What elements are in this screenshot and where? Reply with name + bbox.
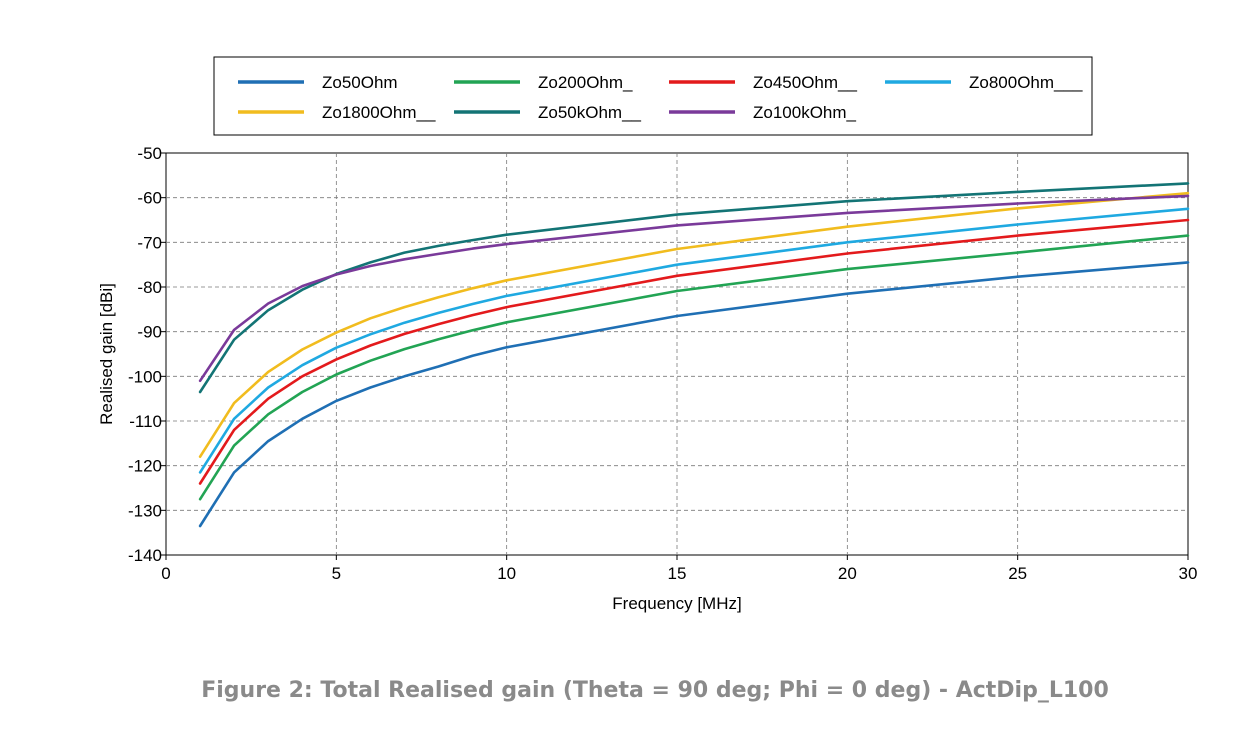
- grid: [166, 153, 1188, 555]
- x-tick-label: 25: [1008, 564, 1027, 583]
- legend-label: Zo100kOhm_: [753, 103, 857, 122]
- y-tick-label: -100: [128, 367, 162, 386]
- legend-label: Zo800Ohm___: [969, 73, 1083, 92]
- legend-label: Zo450Ohm__: [753, 73, 857, 92]
- y-tick-label: -80: [137, 278, 162, 297]
- legend: Zo50Ohm Zo200Ohm_ Zo450Ohm__ Zo800Ohm___ Zo1…: [213, 56, 1093, 136]
- x-tick-label: 5: [332, 564, 341, 583]
- series-line: [198, 261, 1190, 528]
- series-line: [198, 207, 1190, 474]
- y-tick-label: -130: [128, 501, 162, 520]
- figure-caption: Figure 2: Total Realised gain (Theta = 9…: [201, 678, 1109, 703]
- y-tick-label: -140: [128, 546, 162, 565]
- series-line: [198, 194, 1190, 383]
- series-line: [198, 191, 1190, 459]
- y-tick-label: -110: [129, 412, 162, 431]
- x-tick-label: 0: [161, 564, 170, 583]
- y-tick-label: -50: [137, 144, 162, 163]
- series-line: [198, 234, 1190, 501]
- y-tick-label: -90: [137, 323, 162, 342]
- y-tick-label: -70: [137, 233, 162, 252]
- gain-chart: Zo50Ohm Zo200Ohm_ Zo450Ohm__ Zo800Ohm___ Zo1…: [97, 56, 1197, 613]
- legend-label: Zo200Ohm_: [538, 73, 633, 92]
- series-lines: [198, 182, 1190, 528]
- y-tick-labels: -140 -130 -120 -110 -100 -90 -80 -70 -60 -50: [128, 144, 166, 565]
- x-tick-label: 15: [668, 564, 687, 583]
- legend-box: [213, 56, 1093, 136]
- y-tick-label: -120: [128, 457, 162, 476]
- legend-label: Zo50Ohm: [322, 73, 398, 92]
- y-tick-label: -60: [137, 189, 162, 208]
- legend-label: Zo50kOhm__: [538, 103, 642, 122]
- series-line: [198, 182, 1190, 394]
- x-axis-label: Frequency [MHz]: [612, 594, 741, 613]
- legend-label: Zo1800Ohm__: [322, 103, 436, 122]
- x-tick-label: 30: [1179, 564, 1198, 583]
- series-line: [198, 218, 1190, 485]
- y-axis-label: Realised gain [dBi]: [97, 283, 116, 425]
- x-tick-label: 20: [838, 564, 857, 583]
- plot-area: 0 5 10 15 20 25 30 -140-130-120-110-100-90-80-…: [128, 144, 1197, 583]
- x-tick-labels: 0 5 10 15 20 25 30: [161, 555, 1197, 583]
- x-tick-label: 10: [497, 564, 516, 583]
